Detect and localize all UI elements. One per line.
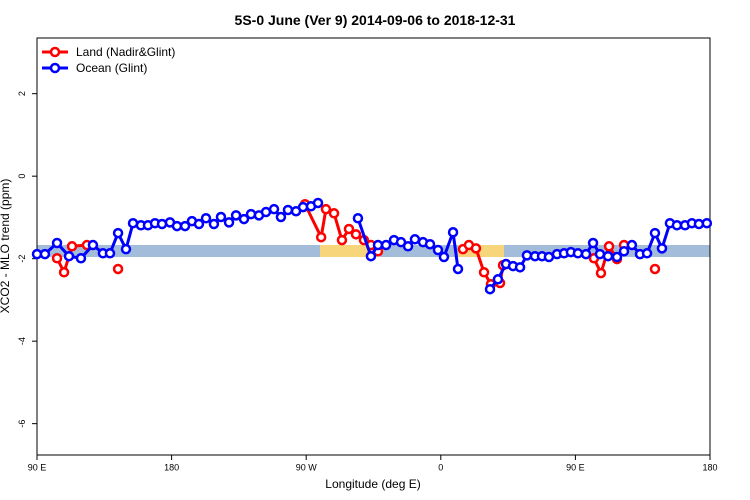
- data-point: [312, 197, 324, 209]
- legend-marker: [49, 62, 61, 74]
- x-tick-label: 0: [438, 462, 443, 472]
- data-point: [649, 263, 661, 275]
- y-tick-label: -4: [17, 337, 27, 345]
- data-point: [649, 227, 661, 239]
- data-point: [602, 250, 614, 262]
- data-point: [63, 250, 75, 262]
- data-point: [572, 248, 584, 259]
- data-point: [238, 213, 250, 225]
- data-point: [594, 248, 606, 260]
- y-tick-label: -6: [17, 420, 27, 428]
- data-point: [112, 227, 124, 239]
- data-point: [208, 218, 220, 230]
- y-tick-label: 2: [17, 91, 27, 96]
- data-point: [268, 203, 280, 215]
- data-point: [452, 263, 464, 275]
- data-point: [470, 243, 482, 254]
- data-point: [595, 267, 607, 279]
- data-point: [51, 237, 63, 249]
- data-point: [120, 243, 132, 255]
- data-point: [618, 245, 630, 257]
- legend-marker: [49, 46, 61, 58]
- data-point: [603, 241, 615, 252]
- data-point: [282, 204, 294, 216]
- x-tick-label: 90 E: [28, 462, 47, 472]
- y-tick-label: 0: [17, 174, 27, 179]
- data-point: [402, 241, 414, 252]
- data-point: [179, 220, 191, 232]
- data-point: [492, 274, 504, 285]
- data-point: [315, 231, 327, 243]
- chart-title: 5S-0 June (Ver 9) 2014-09-06 to 2018-12-…: [235, 12, 516, 28]
- data-point: [580, 248, 592, 260]
- data-point: [671, 220, 683, 231]
- data-point: [336, 234, 348, 246]
- data-point: [409, 234, 421, 245]
- data-point: [641, 248, 653, 259]
- data-point: [193, 218, 205, 230]
- data-point: [223, 217, 235, 228]
- data-point: [543, 251, 555, 263]
- data-point: [656, 243, 668, 254]
- data-point: [514, 262, 526, 273]
- data-point: [275, 211, 287, 223]
- data-point: [432, 244, 444, 256]
- x-tick-label: 180: [702, 462, 717, 472]
- data-point: [350, 229, 362, 240]
- y-axis-label: XCO2 - MLO trend (ppm): [0, 179, 12, 314]
- data-point: [521, 250, 533, 261]
- data-point: [328, 208, 340, 219]
- data-point: [438, 251, 450, 263]
- data-point: [484, 283, 496, 295]
- data-point: [320, 203, 332, 215]
- legend-label: Ocean (Glint): [76, 61, 147, 75]
- x-axis-label: Longitude (deg E): [325, 477, 420, 491]
- data-point: [372, 239, 384, 251]
- data-point: [478, 267, 490, 278]
- data-point: [380, 239, 392, 251]
- land-band: [320, 245, 380, 257]
- data-point: [87, 239, 99, 251]
- legend-label: Land (Nadir&Glint): [76, 45, 175, 59]
- data-point: [156, 218, 168, 230]
- data-point: [424, 238, 436, 250]
- data-point: [626, 239, 638, 251]
- data-point: [447, 227, 459, 238]
- data-point: [104, 248, 116, 259]
- data-point: [587, 237, 599, 249]
- data-point: [171, 220, 183, 232]
- x-tick-label: 90 W: [296, 462, 318, 472]
- x-tick-label: 90 E: [566, 462, 585, 472]
- data-point: [58, 267, 70, 278]
- data-point: [66, 241, 78, 252]
- x-tick-label: 180: [164, 462, 179, 472]
- data-point: [39, 248, 51, 260]
- data-point: [200, 212, 212, 224]
- plot-frame: [36, 37, 711, 456]
- data-point: [343, 223, 355, 235]
- data-point: [365, 250, 377, 262]
- data-point: [701, 217, 713, 229]
- data-point: [245, 208, 257, 220]
- data-point: [352, 212, 364, 224]
- data-point: [51, 253, 63, 264]
- data-point: [112, 263, 124, 275]
- data-point: [75, 253, 87, 264]
- y-tick-label: -2: [17, 255, 27, 263]
- data-point: [611, 251, 623, 263]
- data-point: [260, 206, 272, 218]
- data-point: [230, 210, 242, 221]
- data-point: [215, 211, 227, 223]
